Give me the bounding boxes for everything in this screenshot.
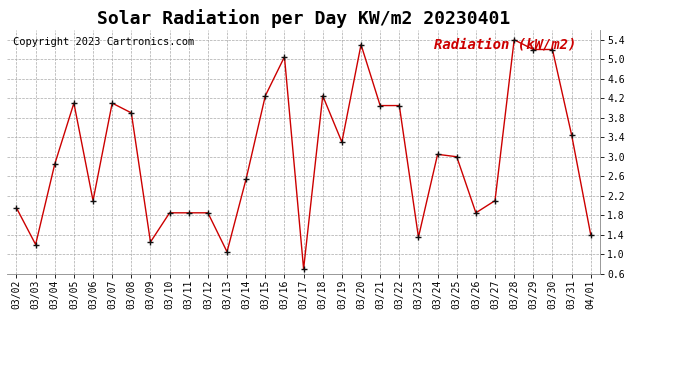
Text: Copyright 2023 Cartronics.com: Copyright 2023 Cartronics.com — [13, 38, 194, 47]
Text: Radiation (kW/m2): Radiation (kW/m2) — [434, 38, 577, 51]
Title: Solar Radiation per Day KW/m2 20230401: Solar Radiation per Day KW/m2 20230401 — [97, 9, 510, 28]
